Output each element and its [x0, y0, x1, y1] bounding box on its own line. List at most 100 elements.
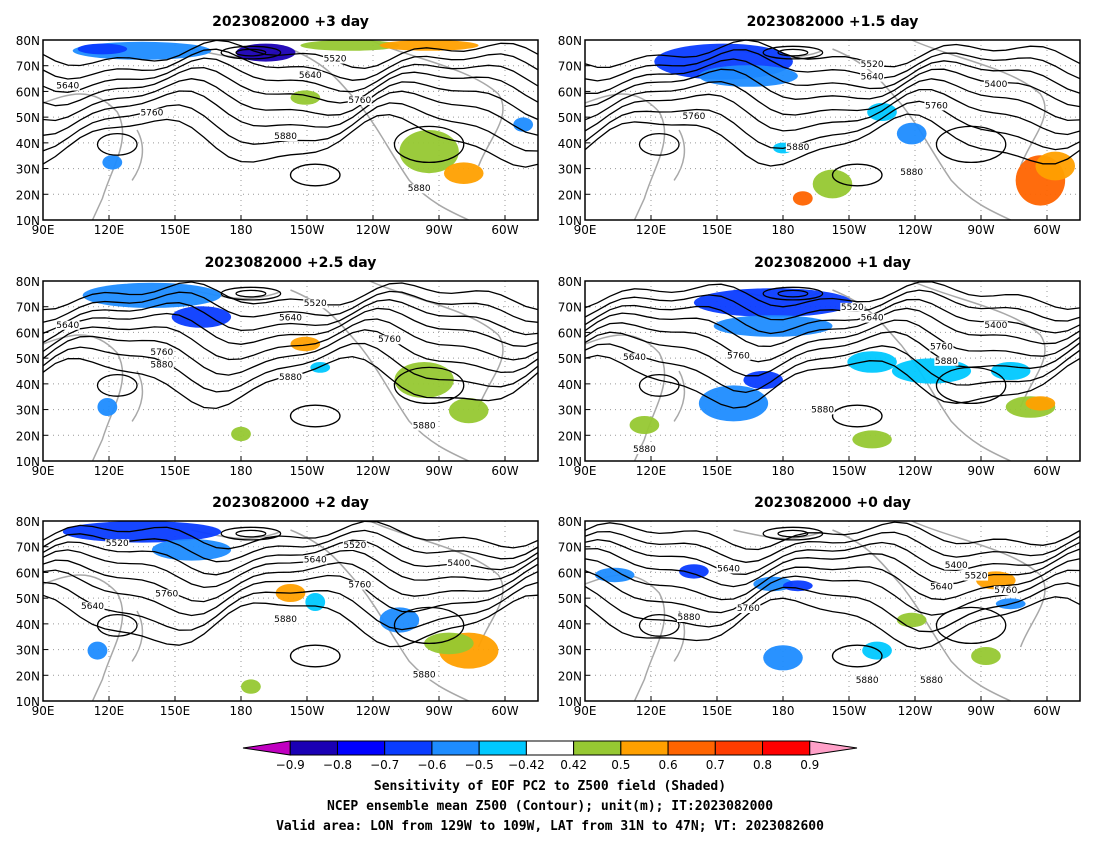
- lat-tick-label: 10N: [16, 455, 40, 469]
- contour-label-bg: [55, 81, 80, 91]
- contour-label: 5760: [925, 101, 948, 111]
- contour-label: 5400: [984, 80, 1007, 90]
- lat-tick-label: 70N: [16, 60, 40, 74]
- colorbar-label: 0.9: [800, 758, 819, 772]
- contour-label-bg: [983, 320, 1008, 330]
- contour-label-bg: [964, 571, 989, 581]
- z500-contour: [585, 58, 1081, 94]
- coastline: [911, 520, 1046, 648]
- sensitivity-shading: [231, 426, 251, 442]
- colorbar-swatch: [431, 740, 480, 756]
- lat-tick-label: 50N: [558, 592, 582, 606]
- colorbar-swatch: [525, 740, 575, 756]
- lon-tick-label: 90E: [574, 223, 597, 237]
- z500-contour: [584, 307, 1081, 348]
- map-frame: [42, 280, 539, 462]
- lon-tick-label: 180: [772, 704, 795, 718]
- z500-contour: [42, 307, 539, 348]
- sensitivity-shading: [77, 43, 128, 55]
- map-frame: [584, 39, 1081, 221]
- lon-tick-label: 150W: [290, 464, 325, 478]
- z500-contour: [935, 366, 1007, 405]
- lat-tick-label: 70N: [558, 301, 582, 315]
- colorbar-swatch: [809, 740, 858, 756]
- contour-label: 5640: [56, 82, 79, 92]
- map-background: [43, 281, 538, 461]
- colorbar-swatch: [384, 740, 433, 756]
- z500-contour: [584, 596, 1081, 650]
- contour-label-bg: [377, 335, 402, 345]
- sensitivity-shading: [812, 169, 853, 199]
- contour-label-bg: [298, 70, 323, 80]
- z500-contour: [42, 549, 539, 589]
- lon-tick-label: 180: [772, 223, 795, 237]
- contour-label: 5640: [930, 582, 953, 592]
- contour-label: 5880: [900, 168, 923, 178]
- lon-tick-label: 150W: [290, 223, 325, 237]
- sensitivity-shading: [679, 564, 709, 579]
- z500-contour: [638, 132, 680, 156]
- z500-contour: [584, 538, 1081, 575]
- lat-tick-label: 50N: [16, 592, 40, 606]
- lon-tick-label: 120E: [636, 704, 667, 718]
- sensitivity-shading: [379, 607, 420, 633]
- sensitivity-shading: [97, 398, 118, 416]
- z500-contour: [584, 319, 1081, 363]
- z500-contour: [235, 289, 267, 298]
- lat-tick-label: 10N: [558, 455, 582, 469]
- z500-contour: [584, 289, 1081, 322]
- lon-tick-label: 120W: [356, 464, 391, 478]
- lat-tick-label: 70N: [558, 60, 582, 74]
- sensitivity-shading: [1035, 151, 1076, 181]
- colorbar-swatch: [714, 740, 764, 756]
- panel-title: 2023082000 +2 day: [212, 495, 369, 511]
- contour-label-bg: [860, 313, 885, 323]
- contour-label: 5760: [930, 342, 953, 352]
- colorbar-label: −0.6: [417, 758, 446, 772]
- sensitivity-shading: [847, 351, 897, 373]
- lon-tick-label: 90E: [574, 464, 597, 478]
- sensitivity-shading: [290, 336, 321, 352]
- sensitivity-shading: [971, 647, 1001, 665]
- panel-title: 2023082000 +0 day: [754, 495, 911, 511]
- colorbar-swatch: [620, 740, 669, 756]
- lat-tick-label: 50N: [558, 352, 582, 366]
- panel-title: 2023082000 +1.5 day: [747, 14, 919, 30]
- sensitivity-shading: [300, 40, 400, 51]
- z500-contour: [393, 606, 465, 645]
- coastline: [42, 334, 124, 462]
- contour-label: 5640: [304, 555, 327, 565]
- z500-contour: [42, 281, 539, 311]
- contour-label-bg: [860, 60, 885, 69]
- z500-contour: [762, 286, 824, 301]
- coastline: [673, 129, 686, 181]
- contour-label: 5640: [56, 321, 79, 331]
- contour-label: 5640: [623, 353, 646, 363]
- lon-tick-label: 90E: [32, 464, 55, 478]
- z500-contour: [393, 366, 465, 405]
- contour-label: 5880: [408, 184, 431, 194]
- sensitivity-shading: [241, 679, 261, 694]
- z500-contour: [289, 644, 341, 668]
- colorbar-label: −0.8: [323, 758, 352, 772]
- contour-label: 5880: [677, 613, 700, 623]
- sensitivity-shading: [305, 593, 326, 611]
- z500-contour: [96, 613, 138, 637]
- lon-tick-label: 150E: [160, 464, 191, 478]
- contour-label: 5640: [717, 564, 740, 574]
- contour-label-bg: [860, 72, 885, 82]
- colorbar-label: −0.9: [276, 758, 305, 772]
- sensitivity-shading: [713, 315, 833, 337]
- contour-label: 5880: [279, 373, 302, 383]
- lat-tick-label: 80N: [558, 515, 582, 529]
- coastline: [369, 280, 504, 408]
- contour-label: 5640: [81, 602, 104, 612]
- lat-tick-label: 60N: [16, 326, 40, 340]
- contour-label-bg: [323, 54, 348, 64]
- lon-tick-label: 90W: [425, 464, 452, 478]
- contour-label: 5880: [413, 422, 436, 432]
- lon-tick-label: 90W: [967, 223, 994, 237]
- lon-tick-label: 90E: [32, 704, 55, 718]
